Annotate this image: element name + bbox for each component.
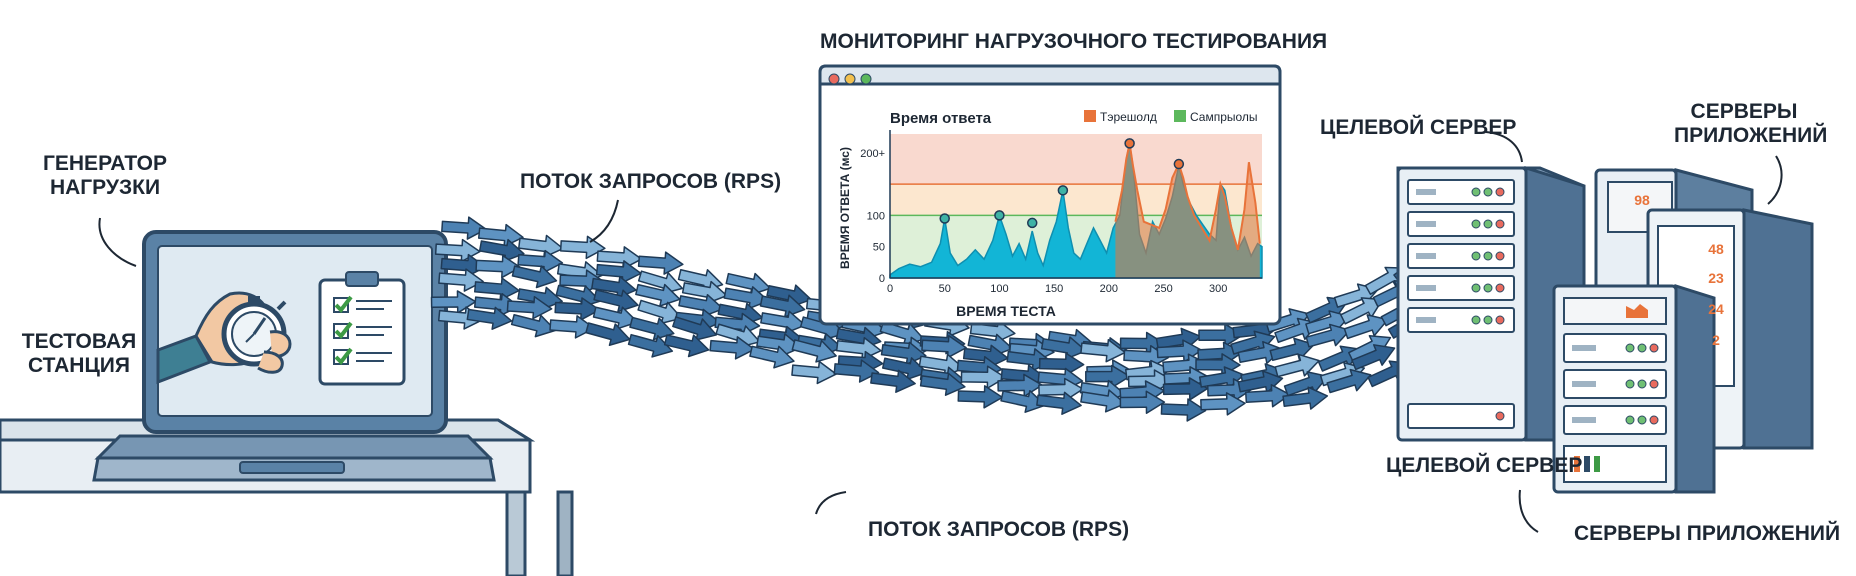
peak-marker xyxy=(1057,185,1069,196)
rack-unit xyxy=(1563,333,1667,363)
leader-lines xyxy=(98,131,1783,533)
server-value-5: 2 xyxy=(1712,332,1720,348)
target-server xyxy=(1396,165,1586,442)
x-tick-label: 0 xyxy=(887,283,893,295)
request-arrow xyxy=(1160,397,1207,423)
series-threshold-line xyxy=(1114,143,1261,251)
app-servers-label-top: СЕРВЕРЫ ПРИЛОЖЕНИЙ xyxy=(1674,100,1828,148)
load-generator-label: ГЕНЕРАТОР НАГРУЗКИ xyxy=(40,152,170,200)
app-servers-label-bottom: СЕРВЕРЫ ПРИЛОЖЕНИЙ xyxy=(1574,522,1841,545)
legend-label-threshold: Тэрешолд xyxy=(1100,110,1157,124)
server-value-2: 48 xyxy=(1708,241,1724,257)
test-station-line-1: ТЕСТОВАЯ xyxy=(21,330,137,353)
app-servers-line-2: ПРИЛОЖЕНИЙ xyxy=(1674,124,1828,147)
series-threshold-area xyxy=(1115,143,1260,278)
target-server-label-top: ЦЕЛЕВОЙ СЕРВЕР xyxy=(1320,116,1517,139)
x-tick-label: 150 xyxy=(1045,283,1063,295)
x-tick-label: 50 xyxy=(939,283,951,295)
rack-unit xyxy=(1563,369,1667,399)
window-minimize-icon xyxy=(844,73,856,85)
request-arrow xyxy=(957,384,1004,410)
peak-marker xyxy=(939,213,950,224)
laptop xyxy=(92,230,496,482)
x-tick-label: 100 xyxy=(990,283,1008,295)
rack-unit xyxy=(1407,243,1515,269)
request-stream-label-bottom: ПОТОК ЗАПРОСОВ (RPS) xyxy=(868,518,1130,541)
server-value-3: 23 xyxy=(1708,270,1724,286)
response-time-chart: Время ответа Тэрешолд Сампрыолы 0 50 100 15… xyxy=(838,110,1263,319)
zone-warning xyxy=(890,184,1262,216)
load-generator-line-2: НАГРУЗКИ xyxy=(49,176,161,199)
peak-marker xyxy=(1173,158,1185,170)
y-tick-label: 100 xyxy=(867,210,885,222)
x-tick-label: 300 xyxy=(1209,283,1227,295)
legend-swatch-threshold xyxy=(1084,110,1096,122)
window-maximize-icon xyxy=(860,73,872,85)
checklist-icon xyxy=(318,271,406,386)
request-arrow xyxy=(1324,363,1375,400)
server-value-4: 24 xyxy=(1708,301,1724,317)
server-value-1: 98 xyxy=(1634,192,1650,208)
load-generator-line-1: ГЕНЕРАТОР xyxy=(42,152,167,175)
monitoring-title: МОНИТОРИНГ НАГРУЗОЧНОГО ТЕСТИРОВАНИЯ xyxy=(820,30,1328,53)
stopwatch-icon xyxy=(156,291,292,385)
rack-unit xyxy=(1407,307,1515,333)
app-server-front xyxy=(1552,283,1716,494)
test-station-line-2: СТАНЦИЯ xyxy=(27,354,130,377)
y-tick-label: 50 xyxy=(873,242,885,254)
zone-critical xyxy=(890,134,1262,185)
y-tick-label: 200+ xyxy=(860,148,885,160)
y-tick-label: 0 xyxy=(879,273,885,285)
request-arrow xyxy=(790,358,838,386)
chart-title: Время ответа xyxy=(890,110,992,127)
peak-marker xyxy=(994,210,1005,221)
x-tick-label: 200 xyxy=(1100,283,1118,295)
test-station-label: ТЕСТОВАЯ СТАНЦИЯ xyxy=(14,330,144,378)
app-servers-line-1: СЕРВЕРЫ xyxy=(1690,100,1798,123)
x-tick-label: 250 xyxy=(1154,283,1172,295)
legend-swatch-samples xyxy=(1174,110,1186,122)
rack-unit xyxy=(1563,405,1667,435)
request-stream-label-top: ПОТОК ЗАПРОСОВ (RPS) xyxy=(520,170,782,193)
peak-marker xyxy=(1124,138,1135,149)
legend-label-samples: Сампрыолы xyxy=(1190,110,1258,124)
chart-x-label: ВРЕМЯ ТЕСТА xyxy=(956,303,1056,319)
rack-unit xyxy=(1407,275,1515,301)
rack-unit xyxy=(1407,403,1515,429)
chart-y-label: ВРЕМЯ ОТВЕТА (мс) xyxy=(838,147,852,269)
target-server-label-bottom: ЦЕЛЕВОЙ СЕРВЕР xyxy=(1386,454,1583,477)
peak-marker xyxy=(1026,217,1038,229)
rack-unit xyxy=(1407,211,1515,237)
legend: Тэрешолд Сампрыолы xyxy=(1084,110,1258,124)
window-close-icon xyxy=(828,73,840,85)
rack-unit xyxy=(1407,179,1515,205)
